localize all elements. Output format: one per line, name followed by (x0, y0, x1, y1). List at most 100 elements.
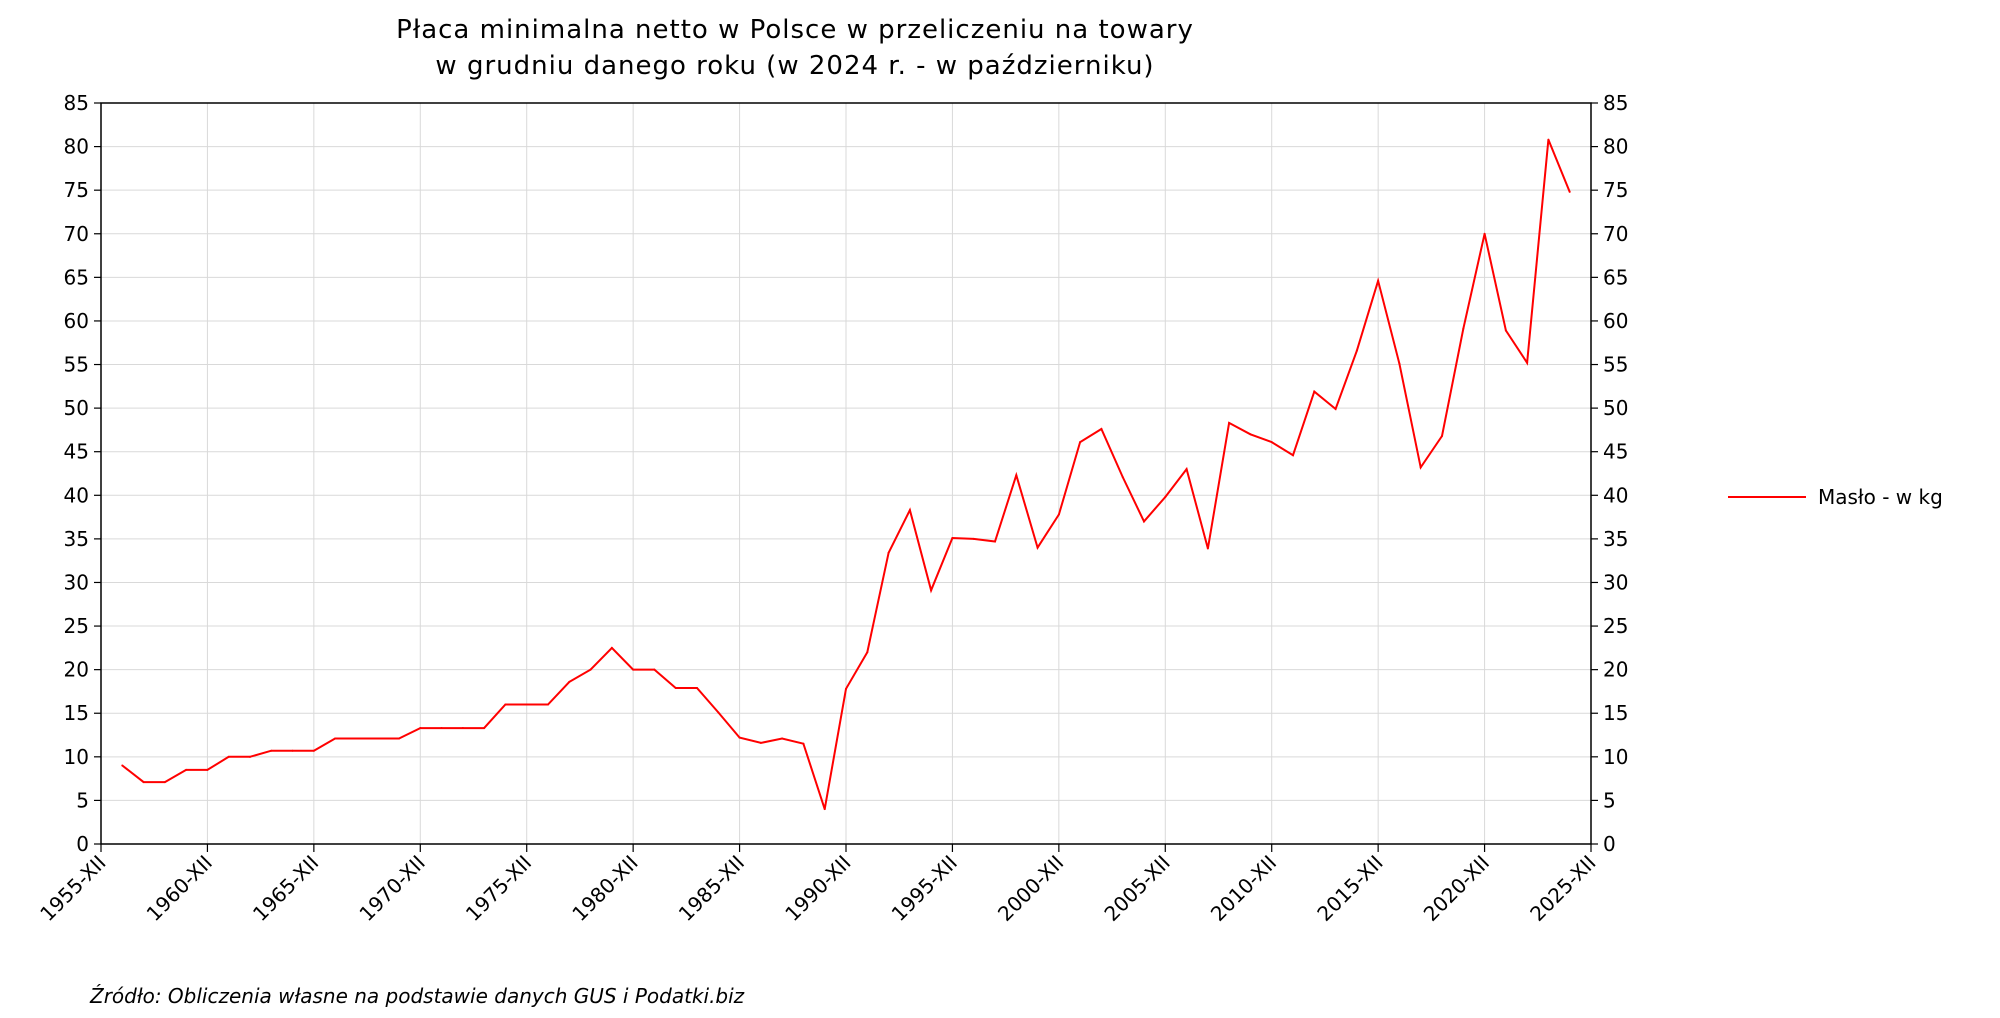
data-point (1185, 468, 1188, 471)
y-tick-label-right: 30 (1603, 570, 1628, 594)
data-point (547, 703, 549, 706)
y-tick-label-left: 15 (64, 701, 89, 725)
data-point (1504, 329, 1507, 332)
data-point (1398, 362, 1401, 365)
data-point (163, 781, 166, 784)
y-tick-label-left: 35 (64, 527, 89, 551)
data-point (1313, 390, 1316, 393)
y-tick-label-left: 0 (76, 832, 89, 856)
data-point (1057, 513, 1060, 516)
data-point (866, 651, 869, 654)
x-tick-label: 1995-XII (887, 851, 962, 926)
chart-title-line2: w grudniu danego roku (w 2024 r. - w paź… (435, 51, 1154, 81)
data-point (398, 737, 400, 740)
data-point (1377, 279, 1380, 282)
data-point (483, 727, 486, 730)
x-tick-label: 2010-XII (1206, 851, 1281, 926)
y-tick-label-left: 55 (64, 353, 89, 377)
data-point (504, 703, 507, 706)
y-tick-label-left: 65 (64, 265, 89, 289)
y-tick-label-right: 40 (1603, 483, 1628, 507)
data-point (845, 687, 847, 690)
y-tick-label-right: 20 (1603, 658, 1628, 682)
y-tick-label-left: 45 (64, 440, 89, 464)
y-tick-label-right: 55 (1603, 353, 1628, 377)
data-point (738, 736, 741, 739)
x-tick-label: 1960-XII (142, 851, 217, 926)
legend-label: Masło - w kg (1818, 485, 1943, 509)
y-tick-label-right: 70 (1603, 222, 1628, 246)
x-tick-label: 1955-XII (35, 851, 110, 926)
data-point (185, 768, 188, 771)
data-point (525, 703, 528, 706)
y-tick-label-left: 40 (64, 483, 89, 507)
data-point (696, 686, 698, 689)
data-point (632, 668, 635, 671)
y-tick-label-right: 0 (1603, 832, 1616, 856)
data-point (1334, 407, 1337, 410)
y-tick-label-left: 10 (64, 745, 89, 769)
data-point (908, 509, 911, 512)
data-point (1249, 433, 1252, 436)
x-tick-label: 2025-XII (1525, 851, 1600, 926)
chart-title-line1: Płaca minimalna netto w Polsce w przelic… (396, 15, 1194, 45)
data-point (759, 741, 762, 744)
data-point (930, 589, 933, 592)
data-point (951, 537, 954, 540)
data-point (1079, 441, 1082, 444)
y-tick-label-right: 85 (1603, 91, 1628, 115)
y-tick-label-right: 25 (1603, 614, 1628, 638)
y-tick-label-right: 15 (1603, 701, 1628, 725)
x-tick-label: 2015-XII (1312, 851, 1387, 926)
x-tick-label: 2020-XII (1419, 851, 1494, 926)
y-tick-label-right: 75 (1603, 178, 1628, 202)
data-point (781, 737, 784, 740)
data-point (461, 727, 464, 730)
data-point (1228, 421, 1231, 424)
source-note: Źródło: Obliczenia własne na podstawie d… (89, 984, 745, 1008)
data-point (1419, 466, 1422, 469)
data-point (1121, 475, 1124, 478)
data-point (121, 764, 124, 767)
data-point (802, 742, 805, 745)
data-point (1143, 520, 1145, 523)
series-layer (121, 138, 1571, 811)
data-point (823, 808, 826, 811)
y-tick-label-left: 85 (64, 91, 89, 115)
data-point (1441, 435, 1443, 438)
y-tick-label-left: 50 (64, 396, 89, 420)
y-tick-label-left: 20 (64, 658, 89, 682)
data-point (291, 749, 294, 752)
y-tick-label-right: 50 (1603, 396, 1628, 420)
data-point (568, 680, 571, 683)
y-tick-label-right: 80 (1603, 135, 1628, 159)
data-point (1164, 496, 1167, 499)
data-point (312, 749, 315, 752)
data-point (1526, 361, 1529, 364)
data-point (1270, 441, 1273, 444)
y-tick-label-right: 35 (1603, 527, 1628, 551)
y-tick-label-left: 5 (76, 788, 89, 812)
data-point (1292, 454, 1294, 457)
data-point (1568, 190, 1571, 193)
y-tick-label-left: 30 (64, 570, 89, 594)
data-point (1015, 474, 1018, 477)
x-tick-label: 1970-XII (354, 851, 429, 926)
data-point (653, 668, 656, 671)
data-point (355, 737, 358, 740)
data-point (610, 646, 613, 649)
data-point (717, 711, 720, 714)
data-point (1547, 138, 1550, 141)
data-point (142, 781, 145, 784)
data-point (206, 768, 209, 771)
x-tick-label: 2005-XII (1099, 851, 1174, 926)
x-tick-label: 1985-XII (674, 851, 749, 926)
data-point (249, 755, 251, 758)
x-tick-label: 1965-XII (248, 851, 323, 926)
data-point (419, 727, 422, 730)
data-point (972, 537, 975, 540)
data-point (334, 737, 337, 740)
data-point (1462, 327, 1465, 330)
data-point (376, 737, 379, 740)
